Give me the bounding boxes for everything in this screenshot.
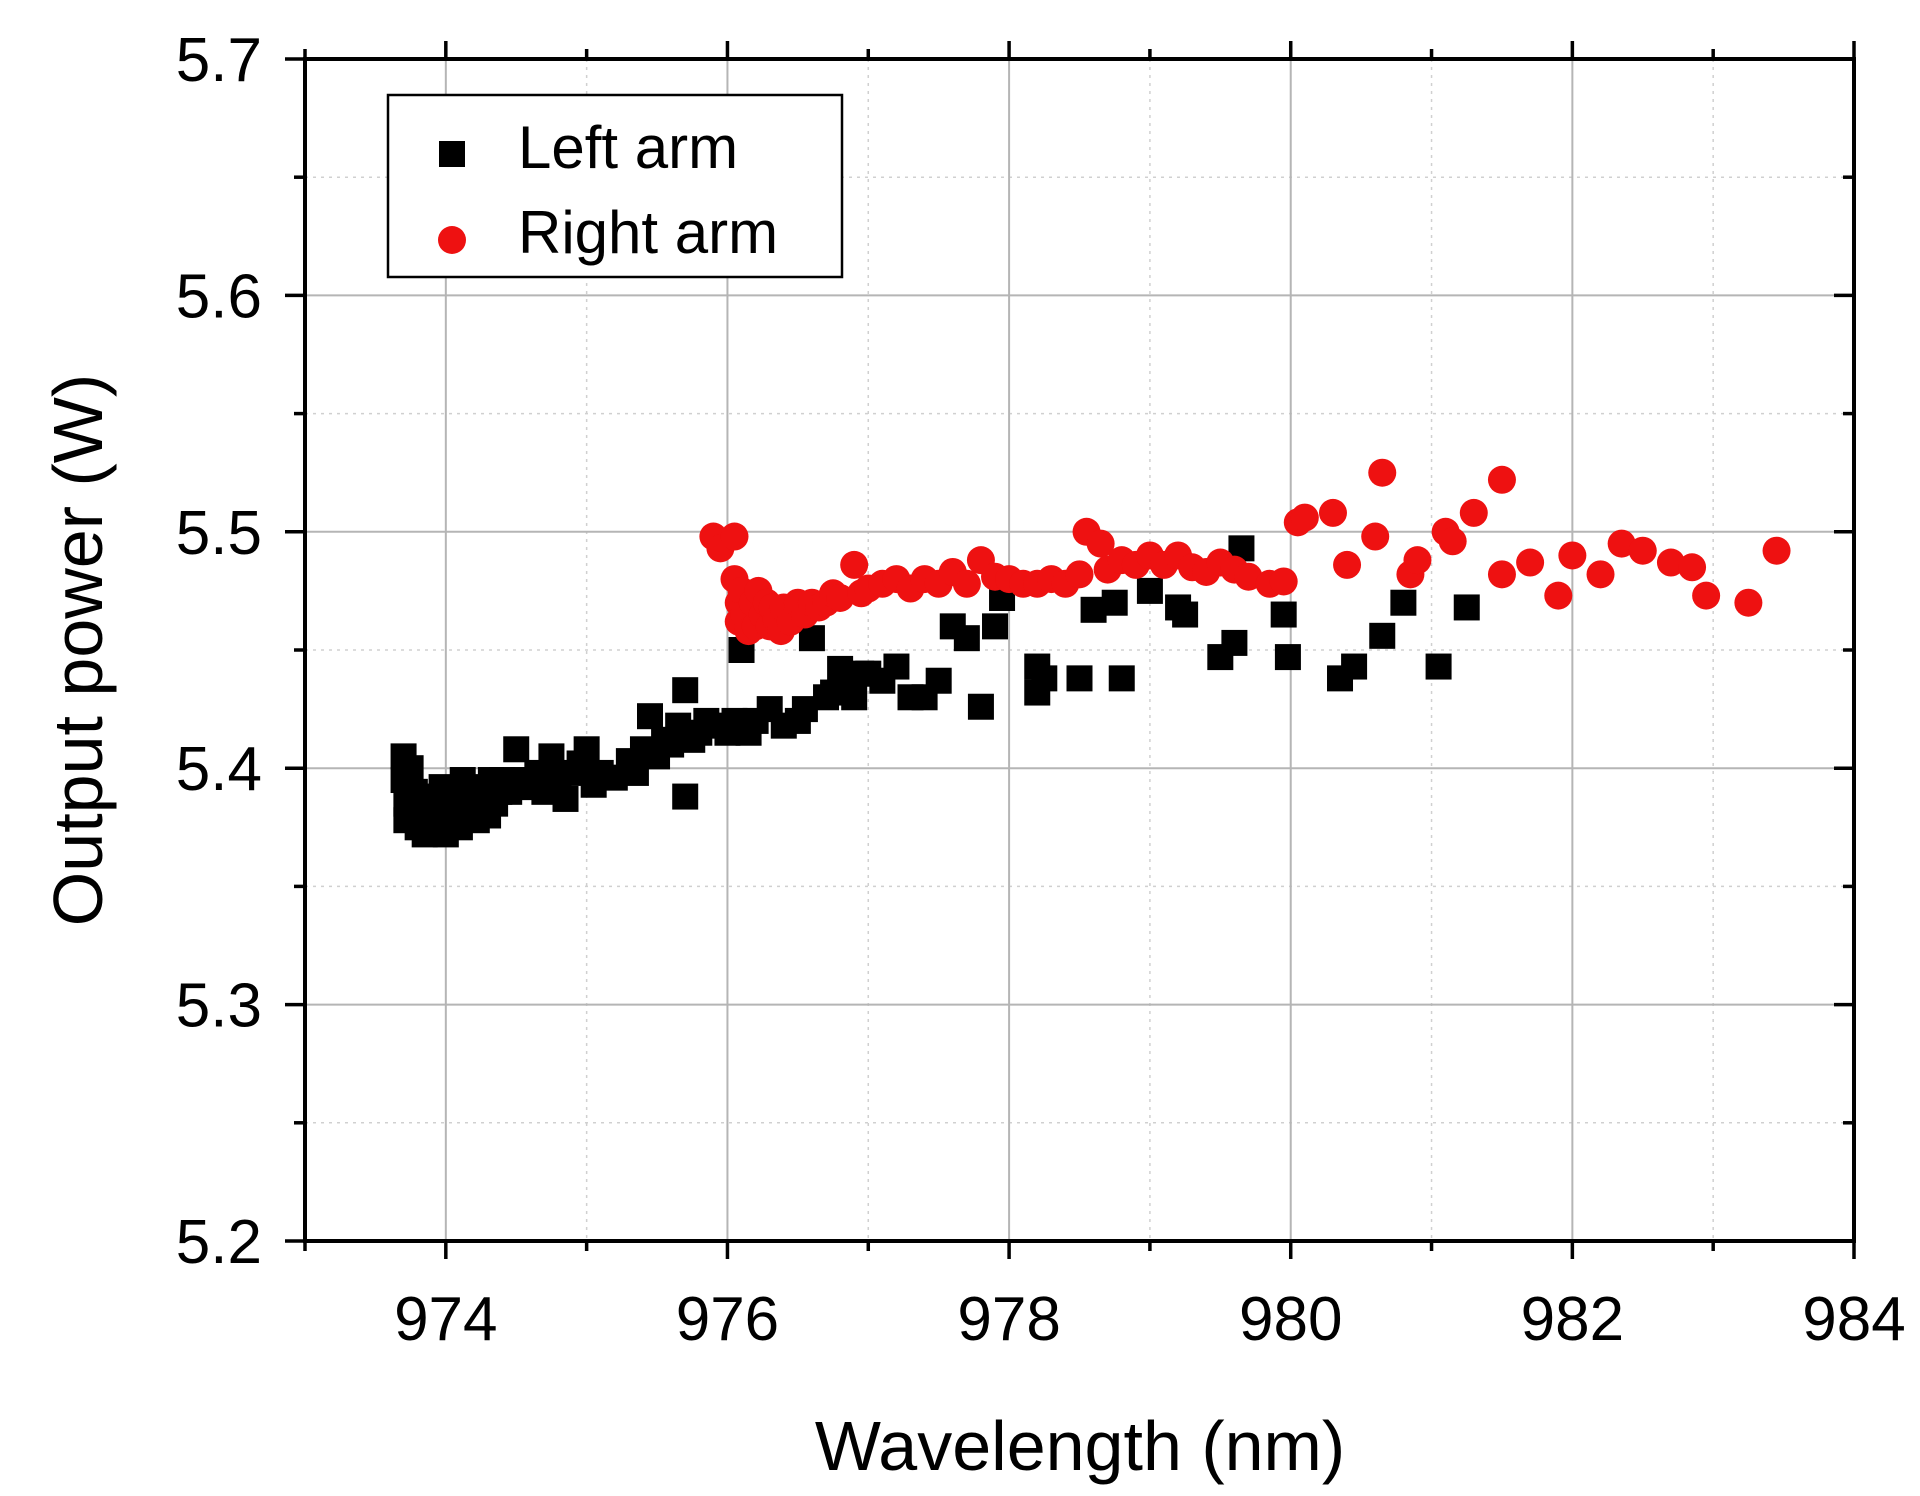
data-point-right-arm	[952, 569, 981, 598]
data-point-left-arm	[883, 653, 910, 680]
data-point-left-arm	[1101, 589, 1128, 616]
data-point-left-arm	[967, 693, 994, 720]
legend: Left arm Right arm	[386, 93, 844, 279]
y-axis-title: Output power (W)	[39, 374, 117, 926]
x-axis-title: Wavelength (nm)	[815, 1407, 1345, 1485]
data-point-left-arm	[1066, 665, 1093, 692]
data-point-left-arm	[672, 783, 699, 810]
x-tick-label: 980	[1239, 1285, 1342, 1354]
data-point-right-arm	[1607, 529, 1636, 558]
data-point-right-arm	[1734, 588, 1763, 617]
data-point-left-arm	[573, 736, 600, 763]
y-tick-label: 5.5	[176, 499, 262, 568]
y-tick-label: 5.7	[176, 26, 262, 95]
data-point-left-arm	[503, 736, 530, 763]
data-point-right-arm	[1269, 567, 1298, 596]
legend-label-right-arm: Right arm	[518, 199, 778, 266]
data-point-right-arm	[1487, 465, 1516, 494]
data-point-left-arm	[1172, 601, 1199, 628]
data-point-right-arm	[1692, 581, 1721, 610]
data-point-left-arm	[982, 613, 1009, 640]
y-tick-label: 5.2	[176, 1208, 262, 1277]
data-point-left-arm	[1221, 629, 1248, 656]
data-point-left-arm	[798, 625, 825, 652]
data-point-right-arm	[1368, 458, 1397, 487]
data-point-left-arm	[1453, 594, 1480, 621]
data-point-left-arm	[1390, 589, 1417, 616]
data-point-left-arm	[841, 684, 868, 711]
data-points	[390, 458, 1791, 848]
legend-marker-right-arm	[438, 226, 466, 254]
data-point-left-arm	[1108, 665, 1135, 692]
data-point-right-arm	[1086, 529, 1115, 558]
data-point-left-arm	[1274, 644, 1301, 671]
data-point-right-arm	[1628, 536, 1657, 565]
data-point-left-arm	[1425, 653, 1452, 680]
data-point-left-arm	[637, 703, 664, 730]
data-point-left-arm	[953, 625, 980, 652]
data-point-right-arm	[1678, 553, 1707, 582]
data-point-right-arm	[1333, 550, 1362, 579]
data-point-right-arm	[840, 550, 869, 579]
data-point-right-arm	[1516, 548, 1545, 577]
x-tick-label: 984	[1802, 1285, 1905, 1354]
data-point-right-arm	[826, 583, 855, 612]
x-tick-label: 974	[394, 1285, 497, 1354]
data-point-right-arm	[1065, 560, 1094, 589]
data-point-right-arm	[1361, 522, 1390, 551]
data-point-left-arm	[1369, 622, 1396, 649]
data-point-left-arm	[1031, 665, 1058, 692]
data-point-right-arm	[1586, 560, 1615, 589]
data-point-left-arm	[1136, 577, 1163, 604]
x-tick-label: 982	[1521, 1285, 1624, 1354]
x-tick-label: 978	[957, 1285, 1060, 1354]
data-point-right-arm	[1544, 581, 1573, 610]
data-point-right-arm	[1290, 503, 1319, 532]
data-point-left-arm	[1270, 601, 1297, 628]
data-point-right-arm	[720, 522, 749, 551]
data-point-left-arm	[1341, 653, 1368, 680]
y-tick-label: 5.6	[176, 262, 262, 331]
data-point-right-arm	[1459, 498, 1488, 527]
data-point-right-arm	[1762, 536, 1791, 565]
data-point-right-arm	[1403, 546, 1432, 575]
axis-ticks	[285, 41, 1856, 1259]
data-point-right-arm	[1438, 527, 1467, 556]
data-point-right-arm	[1558, 541, 1587, 570]
x-tick-label: 976	[676, 1285, 779, 1354]
y-tick-label: 5.3	[176, 972, 262, 1041]
data-point-right-arm	[1487, 560, 1516, 589]
y-tick-label: 5.4	[176, 735, 262, 804]
data-point-left-arm	[672, 677, 699, 704]
data-point-right-arm	[1656, 548, 1685, 577]
legend-marker-left-arm	[439, 141, 465, 167]
legend-label-left-arm: Left arm	[518, 114, 738, 181]
data-point-left-arm	[552, 785, 579, 812]
data-point-right-arm	[1318, 498, 1347, 527]
data-point-left-arm	[925, 667, 952, 694]
data-point-right-arm	[1234, 562, 1263, 591]
tick-labels: 974 976 978 980 982 984 5.2 5.3 5.4 5.5 5.6 5.7	[176, 26, 1906, 1354]
data-point-left-arm	[397, 755, 424, 782]
